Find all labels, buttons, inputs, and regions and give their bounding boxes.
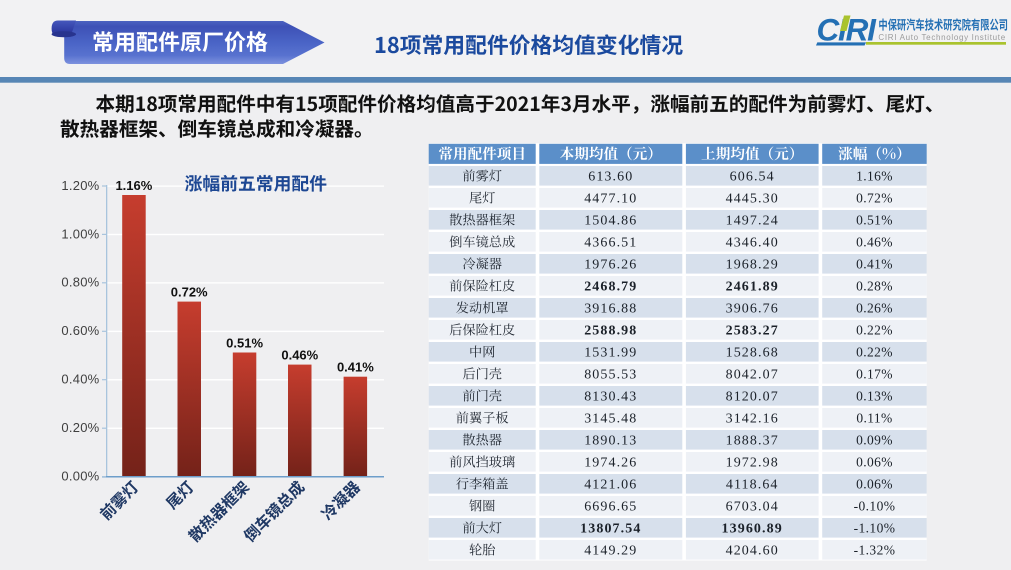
svg-text:-1.32%: -1.32% bbox=[854, 543, 896, 558]
svg-text:3916.88: 3916.88 bbox=[584, 302, 637, 317]
svg-text:0.72%: 0.72% bbox=[171, 285, 208, 300]
svg-text:4118.64: 4118.64 bbox=[726, 478, 779, 493]
svg-text:0.40%: 0.40% bbox=[61, 372, 99, 387]
svg-text:1.16%: 1.16% bbox=[856, 169, 893, 184]
svg-text:4445.30: 4445.30 bbox=[726, 192, 779, 207]
svg-text:8042.07: 8042.07 bbox=[726, 368, 779, 383]
svg-text:4366.51: 4366.51 bbox=[584, 236, 637, 251]
svg-text:0.60%: 0.60% bbox=[61, 323, 99, 338]
svg-text:4477.10: 4477.10 bbox=[584, 192, 637, 207]
svg-text:8130.43: 8130.43 bbox=[584, 390, 637, 405]
svg-text:4204.60: 4204.60 bbox=[726, 544, 779, 559]
svg-text:606.54: 606.54 bbox=[730, 170, 775, 185]
svg-text:1976.26: 1976.26 bbox=[584, 258, 637, 273]
svg-text:4121.06: 4121.06 bbox=[584, 478, 637, 493]
svg-text:1972.98: 1972.98 bbox=[726, 456, 779, 471]
svg-text:6696.65: 6696.65 bbox=[584, 500, 637, 515]
svg-text:1528.68: 1528.68 bbox=[726, 346, 779, 361]
svg-text:2583.27: 2583.27 bbox=[726, 324, 779, 339]
svg-text:3142.16: 3142.16 bbox=[726, 412, 779, 427]
svg-text:3906.76: 3906.76 bbox=[726, 302, 779, 317]
svg-text:1968.29: 1968.29 bbox=[726, 258, 779, 273]
svg-text:2461.89: 2461.89 bbox=[726, 280, 779, 295]
svg-text:2588.98: 2588.98 bbox=[584, 324, 637, 339]
svg-text:0.46%: 0.46% bbox=[281, 348, 318, 363]
svg-text:0.51%: 0.51% bbox=[226, 336, 263, 351]
svg-text:3145.48: 3145.48 bbox=[584, 412, 637, 427]
svg-text:1.20%: 1.20% bbox=[61, 178, 99, 193]
svg-text:1888.37: 1888.37 bbox=[726, 434, 779, 449]
svg-text:-0.10%: -0.10% bbox=[854, 499, 896, 514]
svg-text:0.06%: 0.06% bbox=[856, 455, 893, 470]
svg-text:0.20%: 0.20% bbox=[61, 420, 99, 435]
svg-text:13960.89: 13960.89 bbox=[722, 522, 783, 537]
svg-text:0.11%: 0.11% bbox=[856, 411, 892, 426]
svg-text:0.00%: 0.00% bbox=[61, 469, 99, 484]
svg-text:0.72%: 0.72% bbox=[856, 191, 893, 206]
svg-text:0.46%: 0.46% bbox=[856, 235, 893, 250]
svg-text:1.00%: 1.00% bbox=[61, 226, 99, 241]
svg-text:0.80%: 0.80% bbox=[61, 275, 99, 290]
svg-text:8120.07: 8120.07 bbox=[726, 390, 779, 405]
svg-text:0.28%: 0.28% bbox=[856, 279, 893, 294]
svg-text:0.51%: 0.51% bbox=[856, 213, 893, 228]
svg-text:0.41%: 0.41% bbox=[337, 360, 374, 375]
svg-text:13807.54: 13807.54 bbox=[580, 522, 641, 537]
svg-text:1504.86: 1504.86 bbox=[584, 214, 637, 229]
svg-text:0.17%: 0.17% bbox=[856, 367, 893, 382]
svg-text:4149.29: 4149.29 bbox=[584, 544, 637, 559]
svg-text:4346.40: 4346.40 bbox=[726, 236, 779, 251]
svg-text:8055.53: 8055.53 bbox=[584, 368, 637, 383]
svg-text:-1.10%: -1.10% bbox=[854, 521, 896, 536]
svg-text:0.06%: 0.06% bbox=[856, 477, 893, 492]
svg-text:0.22%: 0.22% bbox=[856, 345, 893, 360]
svg-text:CIRI Auto Technology Institute: CIRI Auto Technology Institute bbox=[878, 33, 1005, 42]
svg-text:6703.04: 6703.04 bbox=[726, 500, 779, 515]
svg-text:1974.26: 1974.26 bbox=[584, 456, 637, 471]
svg-text:1497.24: 1497.24 bbox=[726, 214, 779, 229]
svg-text:1.16%: 1.16% bbox=[115, 178, 152, 193]
svg-text:0.41%: 0.41% bbox=[856, 257, 893, 272]
svg-text:613.60: 613.60 bbox=[588, 170, 633, 185]
svg-text:1890.13: 1890.13 bbox=[584, 434, 637, 449]
svg-text:0.13%: 0.13% bbox=[856, 389, 893, 404]
svg-text:0.26%: 0.26% bbox=[856, 301, 893, 316]
svg-text:1531.99: 1531.99 bbox=[584, 346, 637, 361]
svg-text:0.09%: 0.09% bbox=[856, 433, 893, 448]
svg-text:2468.79: 2468.79 bbox=[584, 280, 637, 295]
svg-text:0.22%: 0.22% bbox=[856, 323, 893, 338]
